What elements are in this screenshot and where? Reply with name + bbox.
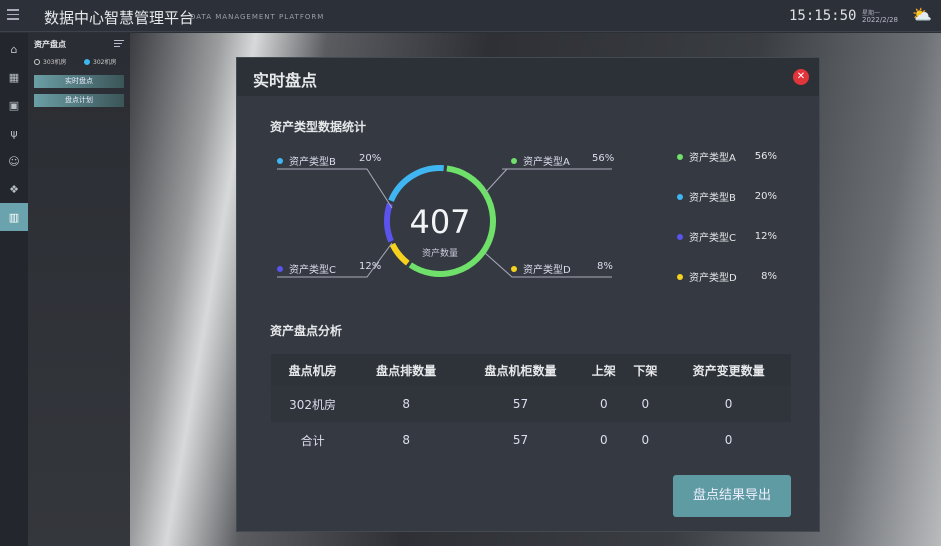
dot	[677, 153, 683, 160]
callout-line-d	[484, 252, 612, 278]
sidebar-panel: 资产盘点 303机房 302机房 实时盘点 盘点计划	[28, 33, 130, 546]
export-results-button[interactable]: 盘点结果导出	[673, 475, 791, 517]
donut-slice-资产类型D	[389, 242, 410, 266]
legend-c: 资产类型C 12%	[677, 229, 777, 244]
cell: 0	[666, 386, 791, 422]
col-header: 上架	[582, 354, 625, 386]
callout-a: 资产类型A	[511, 153, 570, 168]
dot	[511, 157, 517, 164]
cell: 0	[641, 433, 650, 447]
dot	[677, 273, 683, 280]
app-title: 数据中心智慧管理平台	[44, 9, 195, 27]
cell: 0	[724, 433, 733, 447]
donut-slice-资产类型B	[388, 165, 444, 203]
dialog-title: 实时盘点	[253, 71, 318, 90]
monitor-icon[interactable]: ▣	[8, 98, 20, 112]
col-header: 下架	[624, 354, 667, 386]
sort-icon[interactable]	[114, 40, 124, 49]
donut-slice-资产类型C	[384, 202, 394, 243]
cell: 302机房	[271, 386, 355, 422]
legend-pct: 8%	[761, 271, 777, 282]
callout-c-pct: 12%	[359, 261, 382, 272]
cell: 8	[402, 433, 410, 447]
realtime-inventory-dialog: 实时盘点 ✕ 资产类型数据统计 407 资产数量 资产类型B 20% 资产类型A…	[236, 57, 820, 532]
total-label: 资产数量	[422, 247, 458, 259]
close-icon[interactable]: ✕	[793, 69, 809, 85]
legend-name: 资产类型D	[689, 273, 737, 284]
cell: 0	[624, 386, 667, 422]
inventory-table: 盘点机房 盘点排数量 盘点机柜数量 上架 下架 资产变更数量 302机房 8 57 0 0 0 合计…	[271, 354, 791, 458]
date: 2022/2/28	[862, 16, 898, 24]
callout-name: 资产类型D	[523, 265, 571, 276]
dot	[277, 265, 283, 272]
callout-name: 资产类型A	[523, 157, 570, 168]
col-header: 盘点机房	[271, 354, 355, 386]
callout-line-b	[277, 168, 393, 209]
legend-b: 资产类型B 20%	[677, 189, 777, 204]
dialog-header: 实时盘点 ✕	[237, 58, 819, 96]
legend-a: 资产类型A 56%	[677, 149, 777, 164]
inventory-icon[interactable]: ▥	[0, 203, 28, 231]
legend-pct: 12%	[754, 231, 777, 242]
callout-a-pct: 56%	[592, 153, 615, 164]
partly-cloudy-icon: ⛅	[912, 5, 932, 24]
cell: 0	[582, 386, 625, 422]
donut-slice-资产类型A	[408, 165, 496, 277]
app-subtitle: DATA MANAGEMENT PLATFORM	[190, 13, 325, 21]
cell: 57	[458, 386, 583, 422]
legend-name: 资产类型B	[689, 193, 736, 204]
grid-icon[interactable]: ▦	[8, 70, 20, 84]
sidebar-title: 资产盘点	[34, 40, 66, 49]
callout-line-c	[277, 242, 393, 278]
dot	[277, 157, 283, 164]
icon-rail: ⌂ ▦ ▣ ψ ☺ ❖ ▥	[0, 33, 28, 546]
top-bar: 数据中心智慧管理平台 DATA MANAGEMENT PLATFORM 15:1…	[0, 0, 941, 32]
cell: 57	[512, 433, 529, 447]
section-title-stats: 资产类型数据统计	[270, 120, 367, 134]
dot	[677, 233, 683, 240]
legend-name: 资产类型C	[689, 233, 736, 244]
menu-icon[interactable]	[7, 9, 19, 23]
home-icon[interactable]: ⌂	[10, 42, 18, 56]
table-header: 盘点机房 盘点排数量 盘点机柜数量 上架 下架 资产变更数量	[271, 354, 791, 386]
legend-d: 资产类型D 8%	[677, 269, 777, 284]
total-value: 407	[409, 203, 470, 241]
callout-line-a2	[484, 168, 508, 194]
table-row: 合计 8 57 0 0 0	[271, 422, 791, 458]
section-title-analysis: 资产盘点分析	[270, 324, 343, 338]
realtime-inventory-button[interactable]: 实时盘点	[34, 75, 124, 88]
col-header: 盘点排数量	[354, 354, 459, 386]
weekday: 星期一	[862, 10, 881, 17]
col-header: 资产变更数量	[666, 354, 791, 386]
cell: 0	[599, 433, 608, 447]
callout-name: 资产类型B	[289, 157, 336, 168]
cell: 合计	[300, 433, 325, 448]
plug-icon[interactable]: ψ	[10, 126, 18, 140]
callout-d-pct: 8%	[597, 261, 613, 272]
callout-b-pct: 20%	[359, 153, 382, 164]
radio-label: 302机房	[93, 59, 117, 66]
face-icon[interactable]: ☺	[8, 154, 20, 168]
table-row: 302机房 8 57 0 0 0	[271, 386, 791, 422]
dot	[511, 265, 517, 272]
callout-b: 资产类型B	[277, 153, 336, 168]
callout-name: 资产类型C	[289, 265, 336, 276]
callout-d: 资产类型D	[511, 261, 571, 276]
legend-name: 资产类型A	[689, 153, 736, 164]
donut-chart: 407 资产数量	[277, 165, 612, 278]
legend-pct: 56%	[754, 151, 777, 162]
radio-label: 303机房	[43, 59, 67, 66]
legend-pct: 20%	[754, 191, 777, 202]
callout-c: 资产类型C	[277, 261, 336, 276]
cell: 8	[354, 386, 459, 422]
clock: 15:15:50	[789, 8, 857, 24]
dot	[677, 193, 683, 200]
inventory-plan-button[interactable]: 盘点计划	[34, 94, 124, 107]
cubes-icon[interactable]: ❖	[9, 182, 19, 196]
col-header: 盘点机柜数量	[458, 354, 583, 386]
room-radio-303[interactable]: 303机房	[34, 57, 66, 66]
room-radio-302[interactable]: 302机房	[84, 57, 116, 66]
